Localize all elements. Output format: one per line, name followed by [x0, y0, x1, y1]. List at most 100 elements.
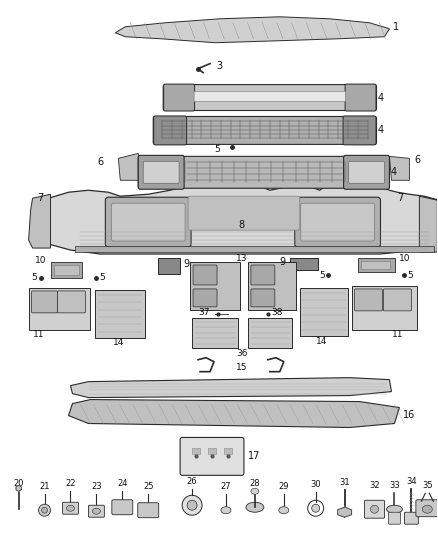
Ellipse shape [422, 505, 432, 513]
Text: 26: 26 [187, 477, 198, 486]
Text: 20: 20 [14, 479, 24, 488]
Text: 33: 33 [389, 481, 400, 490]
Polygon shape [68, 400, 399, 427]
Text: 13: 13 [236, 254, 247, 263]
Text: 16: 16 [403, 409, 416, 419]
FancyBboxPatch shape [364, 500, 385, 518]
Text: 31: 31 [339, 478, 350, 487]
Polygon shape [16, 486, 21, 491]
FancyBboxPatch shape [180, 438, 244, 475]
Ellipse shape [246, 502, 264, 512]
Polygon shape [190, 262, 240, 310]
FancyBboxPatch shape [138, 155, 184, 189]
Text: 38: 38 [271, 309, 283, 317]
Text: 37: 37 [198, 309, 210, 317]
FancyBboxPatch shape [349, 161, 385, 183]
Text: 11: 11 [392, 330, 403, 340]
FancyBboxPatch shape [343, 155, 389, 189]
Text: 8: 8 [239, 220, 245, 230]
FancyBboxPatch shape [193, 289, 217, 307]
Polygon shape [352, 286, 417, 330]
Polygon shape [300, 288, 348, 336]
FancyBboxPatch shape [138, 503, 159, 518]
FancyBboxPatch shape [88, 505, 104, 517]
FancyBboxPatch shape [111, 203, 185, 241]
FancyBboxPatch shape [389, 512, 400, 524]
FancyBboxPatch shape [138, 156, 389, 188]
Ellipse shape [251, 488, 259, 494]
Text: 7: 7 [397, 193, 404, 203]
Text: 34: 34 [406, 477, 417, 486]
Text: 5: 5 [32, 273, 38, 282]
Text: 4: 4 [378, 125, 384, 135]
Text: 35: 35 [422, 481, 433, 490]
Polygon shape [338, 507, 352, 517]
Ellipse shape [279, 507, 289, 514]
Text: 27: 27 [221, 482, 231, 491]
Text: 14: 14 [316, 337, 327, 346]
Polygon shape [28, 288, 90, 330]
Polygon shape [389, 156, 410, 180]
Polygon shape [192, 318, 238, 348]
Text: 4: 4 [378, 93, 384, 102]
FancyBboxPatch shape [193, 265, 217, 285]
Ellipse shape [312, 504, 320, 512]
Text: 9: 9 [279, 257, 286, 267]
Polygon shape [419, 196, 437, 252]
Text: 14: 14 [113, 338, 124, 348]
FancyBboxPatch shape [112, 500, 133, 515]
Text: 11: 11 [33, 330, 44, 340]
FancyBboxPatch shape [164, 84, 194, 111]
Ellipse shape [386, 505, 403, 513]
Text: 7: 7 [37, 193, 44, 203]
FancyBboxPatch shape [153, 117, 377, 144]
Text: 1: 1 [393, 22, 399, 32]
FancyBboxPatch shape [154, 116, 187, 145]
Text: 30: 30 [311, 480, 321, 489]
Polygon shape [248, 318, 292, 348]
Ellipse shape [67, 505, 74, 511]
Ellipse shape [39, 504, 50, 516]
Ellipse shape [42, 507, 48, 513]
FancyBboxPatch shape [295, 197, 381, 247]
FancyBboxPatch shape [384, 289, 411, 311]
FancyBboxPatch shape [404, 512, 418, 524]
FancyBboxPatch shape [301, 203, 374, 241]
Bar [360, 261, 390, 269]
Bar [192, 448, 200, 455]
Text: 10: 10 [399, 254, 411, 263]
Text: 5: 5 [99, 273, 105, 282]
Text: 5: 5 [407, 271, 413, 280]
Ellipse shape [182, 495, 202, 515]
FancyBboxPatch shape [106, 197, 191, 247]
FancyBboxPatch shape [355, 289, 382, 311]
Text: 15: 15 [236, 363, 247, 372]
Polygon shape [115, 17, 389, 43]
Bar [75, 246, 434, 252]
Ellipse shape [221, 507, 231, 514]
Ellipse shape [92, 508, 100, 514]
Polygon shape [28, 194, 50, 248]
Text: 9: 9 [183, 259, 189, 269]
Polygon shape [357, 258, 396, 272]
Ellipse shape [371, 505, 378, 513]
Text: 6: 6 [97, 157, 103, 167]
Text: 5: 5 [319, 271, 325, 280]
FancyBboxPatch shape [57, 291, 85, 313]
FancyBboxPatch shape [343, 116, 376, 145]
Text: 22: 22 [65, 479, 76, 488]
FancyBboxPatch shape [32, 291, 57, 313]
Polygon shape [158, 258, 180, 274]
Bar [208, 448, 216, 455]
FancyBboxPatch shape [345, 84, 376, 111]
Text: 3: 3 [216, 61, 222, 71]
Polygon shape [118, 154, 140, 180]
FancyBboxPatch shape [194, 92, 346, 101]
Text: 25: 25 [143, 482, 153, 491]
Bar [224, 448, 232, 455]
FancyBboxPatch shape [416, 500, 438, 516]
FancyBboxPatch shape [188, 196, 300, 230]
FancyBboxPatch shape [251, 289, 275, 307]
FancyBboxPatch shape [143, 161, 179, 183]
Ellipse shape [187, 500, 197, 510]
